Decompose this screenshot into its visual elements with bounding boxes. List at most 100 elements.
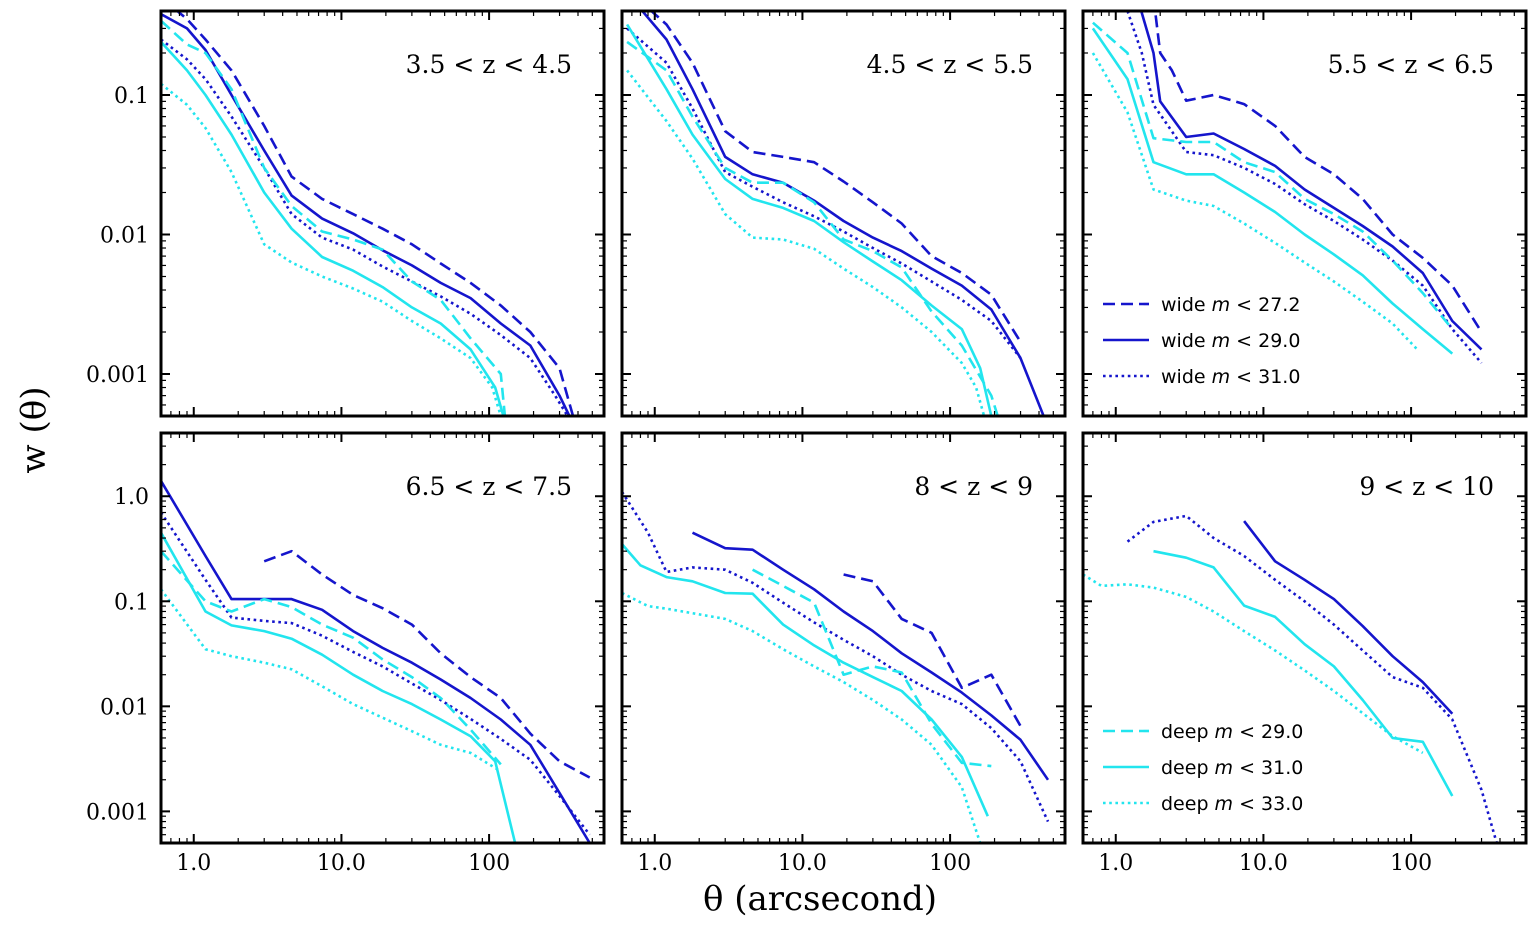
x-tick-label: 100 — [1390, 851, 1432, 876]
panel-frame — [159, 9, 606, 418]
legend-prefix: deep — [1161, 757, 1215, 779]
x-tick-label: 1.0 — [1098, 851, 1133, 876]
series-line-deep29 — [626, 40, 999, 416]
x-tick-label: 1.0 — [176, 851, 211, 876]
legend-label-wide27: wide m < 27.2 — [1161, 294, 1300, 316]
x-tick-label: 10.0 — [317, 851, 366, 876]
series-line-wide29 — [161, 480, 591, 843]
y-tick-label: 0.1 — [114, 590, 149, 615]
x-tick-label: 10.0 — [778, 851, 827, 876]
x-tick-label: 100 — [929, 851, 971, 876]
series-line-wide27 — [649, 11, 1022, 343]
panel-5: 1.0 10.0 100 8 < z < 9 — [620, 431, 1067, 876]
series-line-deep31 — [1091, 27, 1454, 355]
redshift-label: 4.5 < z < 5.5 — [867, 50, 1033, 79]
series-line-deep31 — [625, 23, 993, 416]
panel-series — [1083, 514, 1498, 843]
series-line-wide29 — [691, 531, 1050, 781]
y-tick-label: 1.0 — [114, 485, 149, 510]
legend-limit: < 33.0 — [1233, 793, 1303, 815]
series-line-deep29 — [751, 568, 992, 768]
panel-series — [622, 491, 1050, 843]
legend-limit: < 31.0 — [1233, 757, 1303, 779]
series-line-deep33 — [1091, 52, 1419, 351]
legend-prefix: wide — [1161, 294, 1212, 316]
series-line-deep31 — [1153, 549, 1454, 797]
panel-frame — [1081, 9, 1528, 418]
legend-limit: < 27.2 — [1230, 294, 1300, 316]
legend-m: m — [1212, 294, 1231, 316]
series-line-wide29 — [1139, 11, 1483, 351]
series-line-wide31 — [161, 38, 569, 416]
panel-frame — [159, 431, 606, 845]
series-line-deep29 — [161, 550, 502, 766]
panel-frame — [620, 431, 1067, 845]
redshift-label: 8 < z < 9 — [914, 472, 1033, 501]
legend-m: m — [1215, 793, 1234, 815]
y-tick-label: 0.001 — [86, 363, 149, 388]
series-line-wide31 — [161, 511, 591, 836]
panel-2: 4.5 < z < 5.5 — [620, 9, 1067, 418]
y-tick-label: 0.01 — [100, 223, 149, 248]
series-line-deep33 — [161, 588, 502, 773]
series-line-wide31 — [1126, 11, 1483, 364]
legend-label-deep29: deep m < 29.0 — [1161, 721, 1303, 743]
series-line-wide29 — [640, 11, 1045, 416]
legend-limit: < 29.0 — [1230, 330, 1300, 352]
y-tick-label: 0.1 — [114, 84, 149, 109]
series-line-deep31 — [161, 41, 505, 416]
series-line-wide31 — [626, 27, 1022, 359]
series-line-wide31 — [622, 491, 1050, 823]
series-line-wide27 — [263, 549, 591, 779]
legend-m: m — [1215, 757, 1234, 779]
panel-series — [161, 11, 575, 416]
series-line-deep33 — [161, 82, 503, 416]
series-line-wide29 — [1243, 520, 1454, 715]
series-line-deep29 — [161, 19, 507, 416]
series-line-wide27 — [175, 11, 575, 416]
legend-m: m — [1212, 330, 1231, 352]
panel-1: 0.1 0.01 0.001 3.5 < z < 4.5 — [86, 9, 606, 418]
legend-label-wide29: wide m < 29.0 — [1161, 330, 1300, 352]
series-line-deep29 — [1092, 21, 1454, 330]
redshift-label: 3.5 < z < 4.5 — [406, 50, 572, 79]
panels-layer: 0.1 0.01 0.001 3.5 < z < 4.5 4.5 < z < 5.5 5.… — [86, 9, 1528, 876]
x-axis-label: θ (arcsecond) — [703, 879, 937, 919]
panel-series — [625, 11, 1045, 416]
redshift-label: 9 < z < 10 — [1359, 472, 1494, 501]
legend-label-deep31: deep m < 31.0 — [1161, 757, 1303, 779]
panel-frame — [1081, 431, 1528, 845]
x-tick-label: 100 — [468, 851, 510, 876]
series-line-deep31 — [622, 543, 989, 817]
series-line-deep33 — [1083, 573, 1424, 755]
legend-limit: < 29.0 — [1233, 721, 1303, 743]
series-line-deep33 — [622, 591, 982, 843]
redshift-label: 5.5 < z < 6.5 — [1328, 50, 1494, 79]
y-axis-label: w (θ) — [14, 387, 54, 474]
series-line-wide27 — [1153, 11, 1483, 333]
panel-series — [1091, 11, 1483, 364]
legend-prefix: deep — [1161, 721, 1215, 743]
legend-m: m — [1212, 366, 1231, 388]
x-tick-label: 1.0 — [637, 851, 672, 876]
legend-prefix: deep — [1161, 793, 1215, 815]
series-line-deep31 — [161, 532, 517, 843]
legend-prefix: wide — [1161, 366, 1212, 388]
series-line-deep33 — [626, 69, 986, 416]
panel-series — [161, 480, 591, 843]
legend-label-wide31: wide m < 31.0 — [1161, 366, 1300, 388]
redshift-label: 6.5 < z < 7.5 — [406, 472, 572, 501]
panel-frame — [620, 9, 1067, 418]
legend-limit: < 31.0 — [1230, 366, 1300, 388]
y-tick-label: 0.001 — [86, 800, 149, 825]
panel-4: 1.0 10.0 100 1.0 0.1 0.01 0.001 6.5 < z < 7.5 — [86, 431, 606, 876]
series-line-wide31 — [1126, 514, 1498, 843]
series-line-wide27 — [843, 573, 1022, 727]
legend-m: m — [1215, 721, 1234, 743]
x-tick-label: 10.0 — [1239, 851, 1288, 876]
